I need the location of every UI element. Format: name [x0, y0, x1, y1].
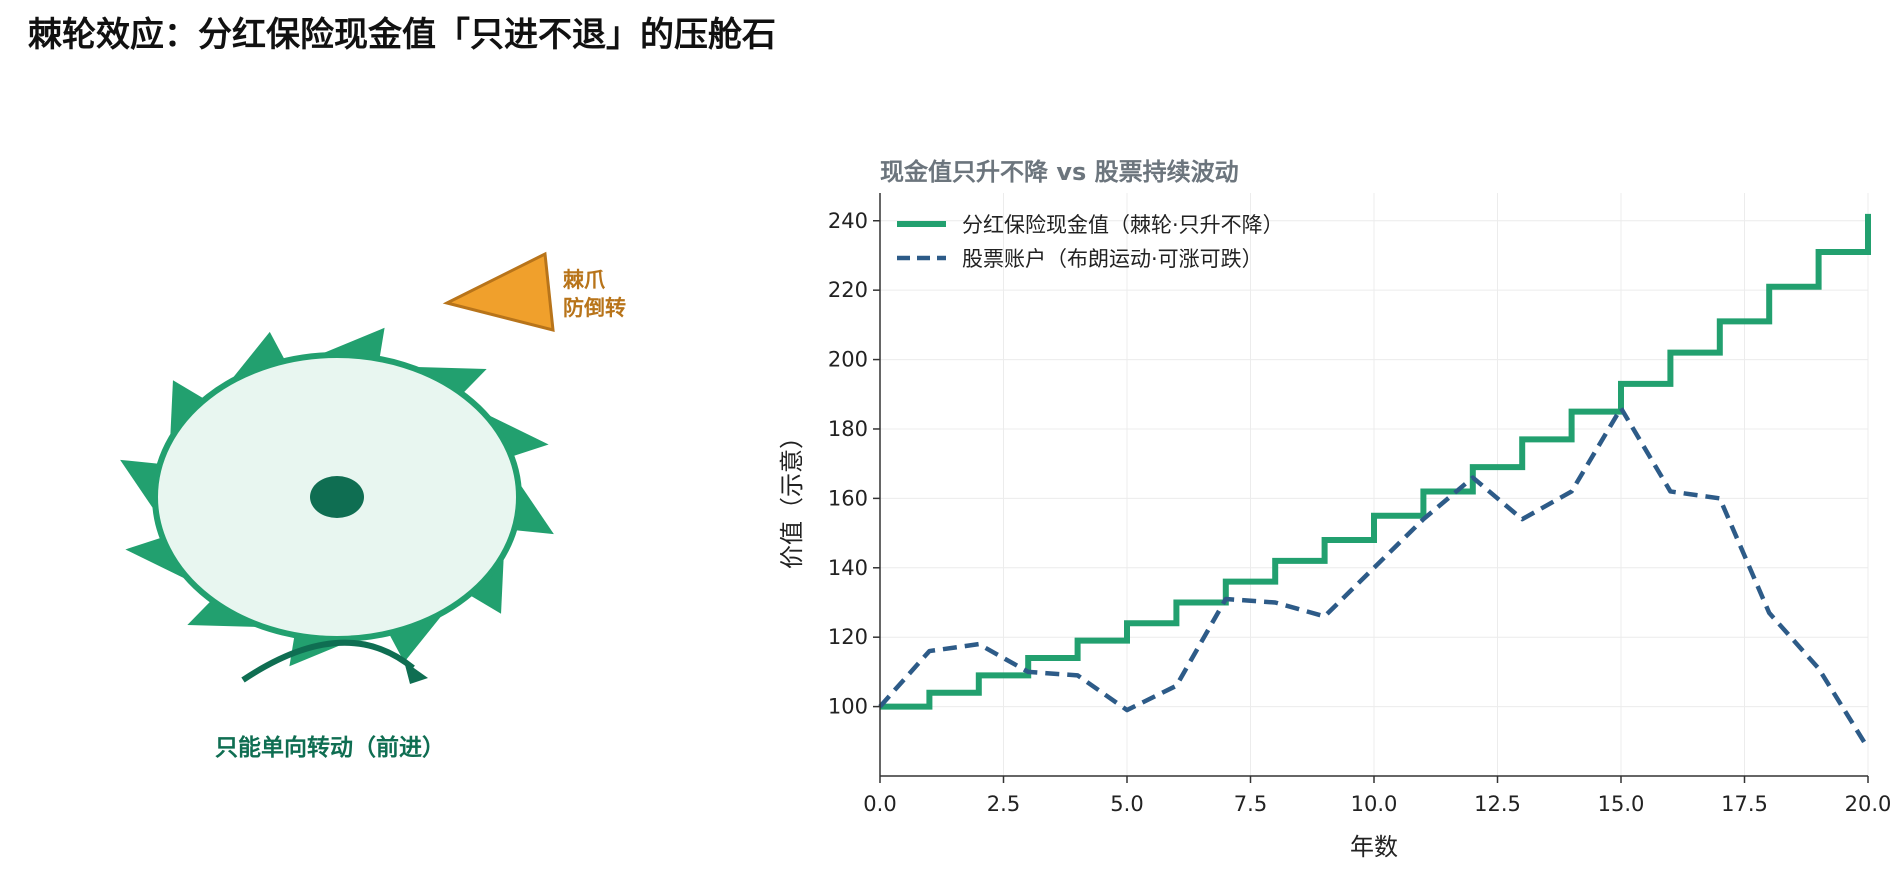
y-tick-label: 240	[828, 209, 868, 233]
y-axis-label: 价值（示意）	[778, 425, 806, 569]
ratchet-illustration: 棘爪 防倒转 只能单向转动（前进）	[120, 251, 626, 761]
x-tick-label: 20.0	[1845, 792, 1892, 816]
x-tick-label: 12.5	[1474, 792, 1521, 816]
direction-label: 只能单向转动（前进）	[215, 734, 445, 761]
series-line-cash-value	[880, 213, 1871, 710]
x-tick-label: 7.5	[1234, 792, 1267, 816]
x-tick-label: 0.0	[863, 792, 896, 816]
x-tick-label: 2.5	[987, 792, 1020, 816]
chart-ticks: 0.0 2.5 5.0 7.5 10.0 12.5 15.0 17.5 20.0 100 120 14…	[828, 209, 1891, 816]
y-tick-label: 140	[828, 556, 868, 580]
x-axis-label: 年数	[1350, 833, 1398, 861]
ratchet-hub	[310, 476, 364, 518]
y-tick-label: 120	[828, 625, 868, 649]
x-tick-label: 10.0	[1351, 792, 1398, 816]
y-tick-label: 200	[828, 348, 868, 372]
y-tick-label: 220	[828, 278, 868, 302]
chart-title: 现金值只升不降 vs 股票持续波动	[880, 158, 1239, 186]
pawl-label-line2: 防倒转	[563, 296, 626, 320]
chart-legend: 分红保险现金值（棘轮·只升不降） 股票账户（布朗运动·可涨可跌）	[897, 213, 1284, 271]
pawl-label-line1: 棘爪	[563, 268, 606, 292]
pawl-icon	[442, 251, 555, 332]
y-tick-label: 180	[828, 417, 868, 441]
legend-label-cash-value: 分红保险现金值（棘轮·只升不降）	[962, 213, 1284, 237]
chart-grid	[879, 193, 1869, 776]
x-tick-label: 15.0	[1598, 792, 1645, 816]
chart-series	[878, 213, 1871, 750]
direction-arrow-icon	[241, 639, 415, 683]
x-tick-label: 5.0	[1110, 792, 1143, 816]
y-tick-label: 160	[828, 486, 868, 510]
y-tick-label: 100	[828, 695, 868, 719]
legend-label-stock: 股票账户（布朗运动·可涨可跌）	[962, 247, 1263, 271]
page-title: 棘轮效应：分红保险现金值「只进不退」的压舱石	[28, 15, 776, 55]
direction-arrowhead-icon	[404, 661, 428, 684]
x-tick-label: 17.5	[1721, 792, 1768, 816]
